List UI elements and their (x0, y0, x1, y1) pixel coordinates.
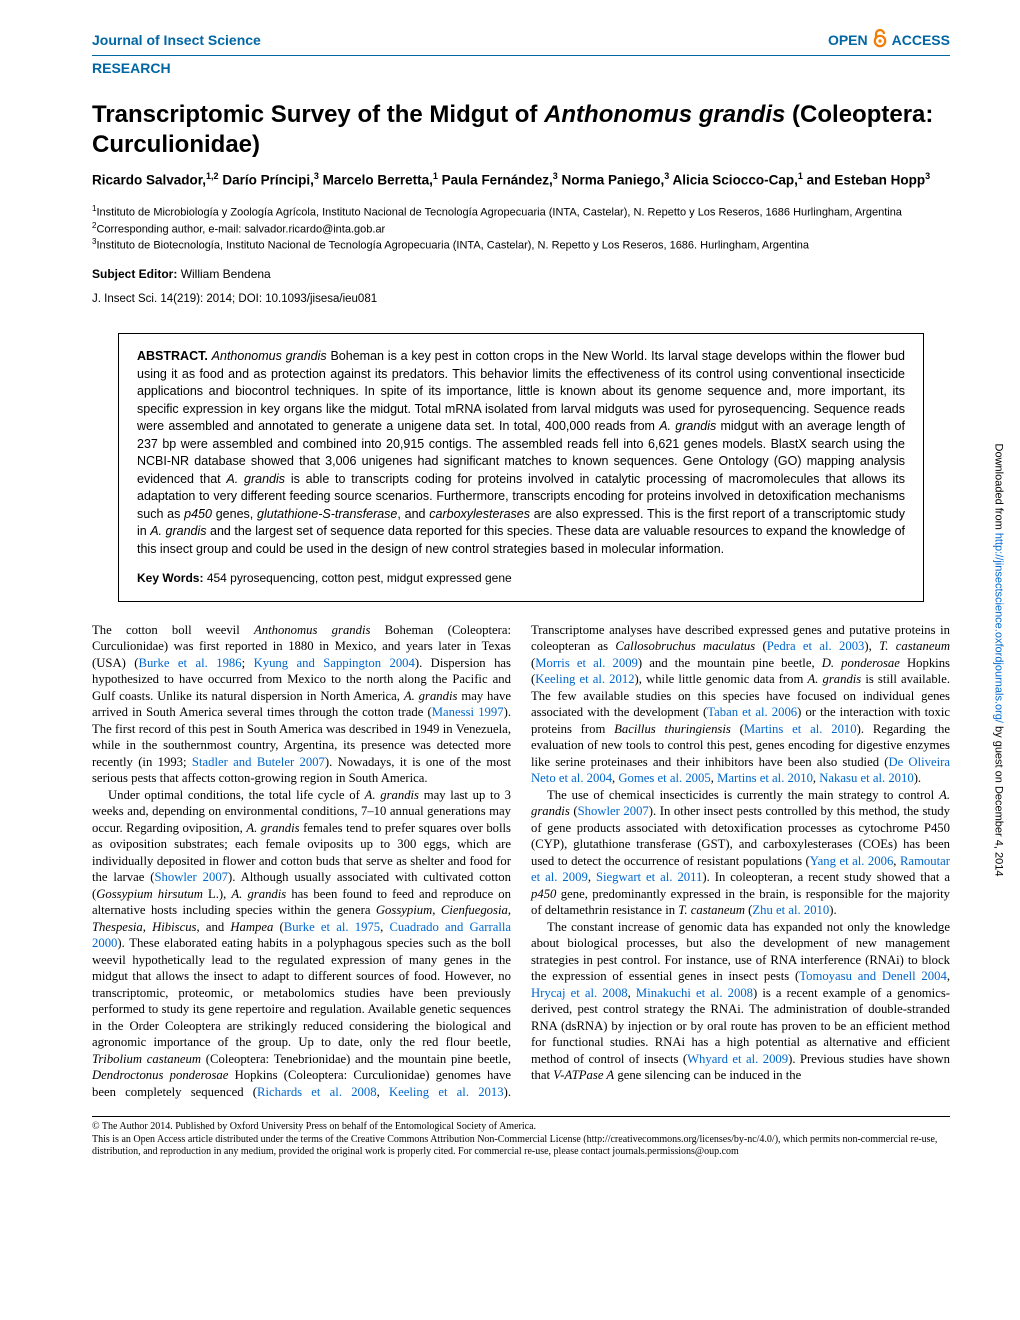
abstract-box: ABSTRACT. Anthonomus grandis Boheman is … (118, 333, 924, 601)
footer-rule (92, 1116, 950, 1117)
license: This is an Open Access article distribut… (92, 1134, 950, 1159)
keywords-text: 454 pyrosequencing, cotton pest, midgut … (207, 571, 512, 585)
open-access-icon (872, 28, 888, 53)
header: Journal of Insect Science OPEN ACCESS (92, 28, 950, 55)
download-notice: Downloaded from http://jinsectscience.ox… (991, 360, 1006, 960)
subject-editor-name: William Bendena (181, 267, 271, 281)
body-p1: The cotton boll weevil Anthonomus grandi… (92, 622, 511, 787)
subject-editor: Subject Editor: William Bendena (92, 266, 950, 282)
access-label: ACCESS (892, 31, 950, 50)
body-text: The cotton boll weevil Anthonomus grandi… (92, 622, 950, 1101)
body-p3: The use of chemical insecticides is curr… (531, 787, 950, 919)
body-p4: The constant increase of genomic data ha… (531, 919, 950, 1084)
header-rule (92, 55, 950, 56)
copyright: © The Author 2014. Published by Oxford U… (92, 1121, 950, 1134)
keywords: Key Words: 454 pyrosequencing, cotton pe… (137, 570, 905, 586)
affiliations: 1Instituto de Microbiología y Zoología A… (92, 204, 950, 254)
article-title: Transcriptomic Survey of the Midgut of A… (92, 100, 950, 160)
journal-name: Journal of Insect Science (92, 31, 261, 50)
authors: Ricardo Salvador,1,2 Darío Príncipi,3 Ma… (92, 170, 950, 190)
citation: J. Insect Sci. 14(219): 2014; DOI: 10.10… (92, 292, 950, 308)
abstract-text: ABSTRACT. Anthonomus grandis Boheman is … (137, 348, 905, 558)
footer: © The Author 2014. Published by Oxford U… (92, 1121, 950, 1159)
open-label: OPEN (828, 31, 868, 50)
keywords-label: Key Words (137, 571, 199, 585)
open-access-badge: OPEN ACCESS (828, 28, 950, 53)
article-section-label: RESEARCH (92, 59, 950, 78)
subject-editor-label: Subject Editor: (92, 267, 177, 281)
